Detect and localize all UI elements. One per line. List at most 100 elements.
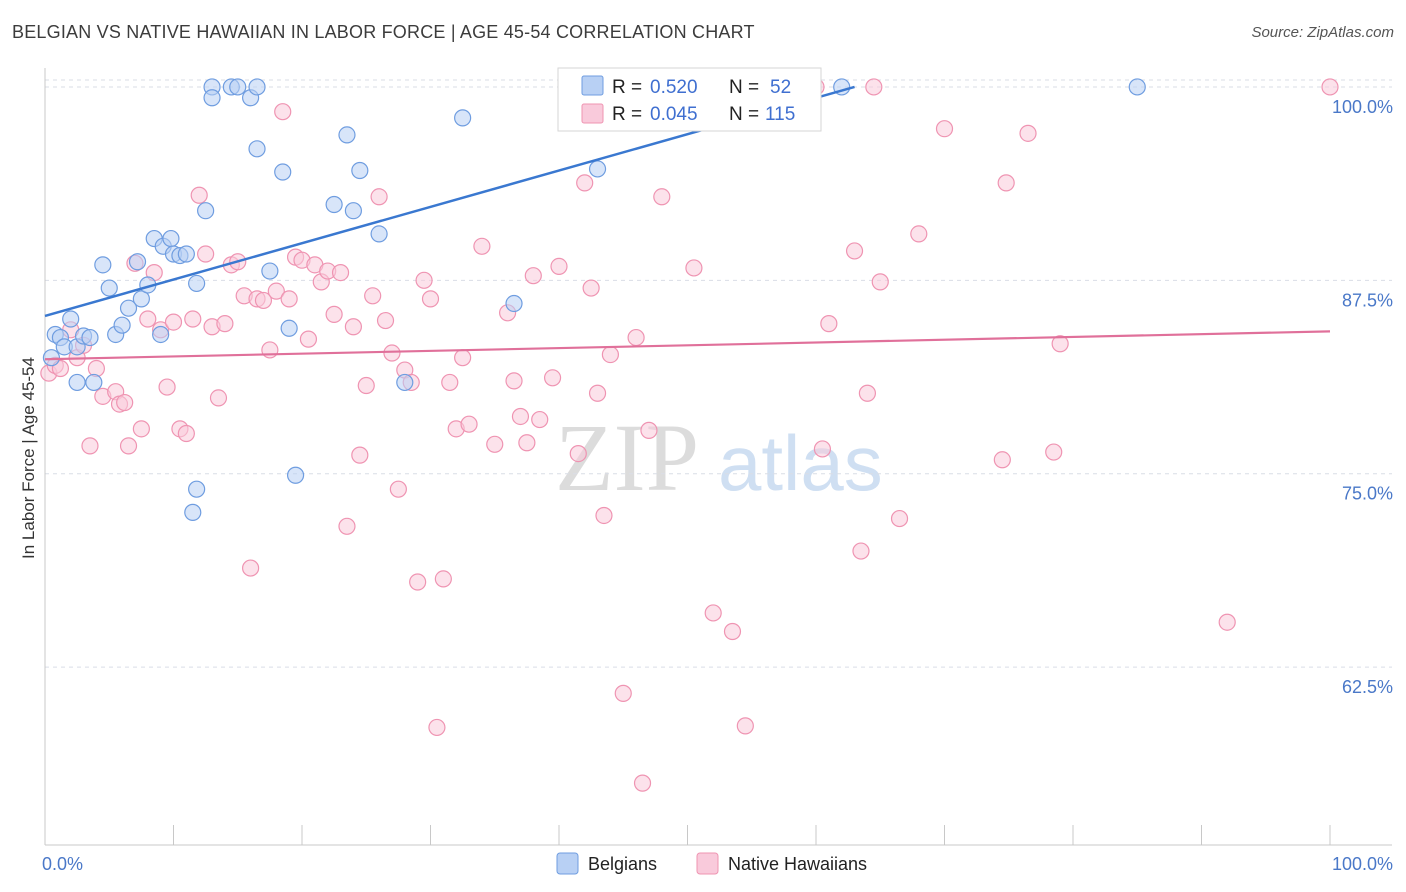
native-hawaiian-point	[1218, 613, 1236, 631]
source-label: Source: ZipAtlas.com	[1251, 24, 1394, 41]
native-hawaiian-point	[871, 273, 889, 291]
legend-swatch-belgians	[581, 75, 604, 96]
native-hawaiian-point	[370, 188, 388, 206]
x-tick-label-min: 0.0%	[42, 854, 83, 874]
belgian-point	[351, 161, 369, 180]
native-hawaiian-point	[550, 257, 568, 275]
native-hawaiian-point	[364, 287, 382, 305]
native-hawaiian-point	[119, 437, 138, 455]
native-hawaiian-point	[576, 174, 594, 192]
bottom-legend-swatch-belgians	[556, 852, 579, 875]
belgian-point	[203, 89, 221, 107]
bottom-legend-belgians: Belgians	[588, 854, 657, 874]
native-hawaiian-point	[197, 245, 215, 263]
native-hawaiian-point	[164, 313, 183, 331]
belgian-point	[344, 202, 362, 220]
native-hawaiian-point	[460, 415, 478, 433]
series-belgians	[42, 78, 1146, 521]
belgian-point	[68, 373, 86, 392]
native-hawaiian-point	[588, 384, 607, 402]
native-hawaiian-point	[190, 186, 208, 204]
native-hawaiian-point	[344, 318, 362, 336]
native-hawaiian-point	[184, 310, 202, 328]
belgian-point	[396, 373, 414, 392]
native-hawaiian-point	[254, 291, 273, 310]
native-hawaiian-point	[87, 359, 106, 378]
belgian-point	[128, 253, 147, 271]
legend-n-label-1: N =	[729, 77, 759, 98]
legend-r-label-1: R =	[612, 77, 642, 98]
y-axis-title: In Labor Force | Age 45-54	[19, 357, 38, 559]
belgian-point	[370, 225, 388, 243]
belgian-point	[62, 310, 80, 328]
native-hawaiian-point	[997, 174, 1015, 192]
native-hawaiian-point	[910, 225, 928, 243]
native-hawaiian-point	[820, 315, 838, 333]
native-hawaiian-point	[158, 378, 176, 396]
belgian-point	[261, 262, 279, 280]
native-hawaiian-point	[139, 310, 157, 328]
belgian-point	[162, 229, 180, 248]
legend-n-value-1: 52	[770, 77, 791, 98]
y-tick-label: 75.0%	[1342, 484, 1393, 504]
native-hawaiian-point	[935, 120, 954, 138]
native-hawaiian-point	[601, 345, 620, 364]
native-hawaiian-point	[1045, 443, 1063, 461]
y-tick-label: 62.5%	[1342, 677, 1393, 697]
belgian-point	[184, 503, 202, 521]
native-hawaiian-point	[865, 78, 883, 96]
legend-r-label-2: R =	[612, 104, 642, 125]
belgian-point	[1128, 78, 1146, 96]
native-hawaiian-point	[845, 242, 864, 260]
x-tick-label-max: 100.0%	[1332, 854, 1393, 874]
belgian-point	[325, 195, 343, 214]
native-hawaiian-point	[569, 444, 587, 463]
native-hawaiian-point	[852, 542, 870, 560]
belgian-point	[188, 480, 206, 498]
bottom-legend-native-hawaiians: Native Hawaiians	[728, 854, 867, 874]
native-hawaiian-point	[331, 263, 350, 282]
belgian-point	[94, 256, 112, 274]
belgian-point	[505, 294, 523, 313]
native-hawaiian-point	[409, 573, 427, 591]
native-hawaiian-point	[1019, 124, 1037, 142]
native-hawaiian-point	[280, 290, 298, 308]
native-hawaiian-point	[582, 279, 600, 297]
native-hawaiian-point	[325, 305, 343, 323]
belgian-point	[152, 325, 170, 344]
native-hawaiian-point	[389, 480, 407, 498]
native-hawaiian-point	[351, 446, 369, 464]
native-hawaiian-point	[473, 237, 491, 255]
native-hawaiian-point	[524, 267, 542, 285]
y-tick-label: 87.5%	[1342, 290, 1393, 310]
native-hawaiian-point	[357, 376, 375, 395]
gridlines	[45, 79, 1392, 668]
native-hawaiian-point	[209, 389, 228, 407]
native-hawaiian-point	[216, 315, 234, 333]
belgian-point	[113, 316, 131, 334]
belgian-point	[177, 245, 195, 263]
native-hawaiian-point	[505, 372, 523, 390]
belgian-point	[274, 163, 292, 181]
y-tick-label: 100.0%	[1332, 97, 1393, 117]
native-hawaiian-point	[116, 393, 134, 412]
native-hawaiian-point	[274, 103, 292, 121]
native-hawaiian-point	[242, 559, 260, 577]
native-hawaiian-point	[81, 437, 99, 455]
belgian-point	[81, 328, 99, 347]
native-hawaiian-point	[338, 517, 356, 535]
axes	[44, 68, 1392, 846]
belgian-point	[280, 319, 298, 337]
native-hawaiian-point	[723, 622, 742, 641]
native-hawaiians-trend-line	[44, 330, 1331, 361]
native-hawaiian-point	[1321, 78, 1339, 96]
bottom-legend-swatch-native-hawaiians	[696, 852, 719, 875]
native-hawaiian-point	[813, 440, 832, 458]
belgian-point	[229, 78, 247, 96]
native-hawaiian-point	[640, 421, 658, 439]
native-hawaiian-point	[376, 311, 395, 330]
native-hawaiian-point	[858, 384, 877, 402]
legend-n-value-2: 115	[765, 104, 795, 125]
native-hawaiian-point	[511, 407, 530, 426]
